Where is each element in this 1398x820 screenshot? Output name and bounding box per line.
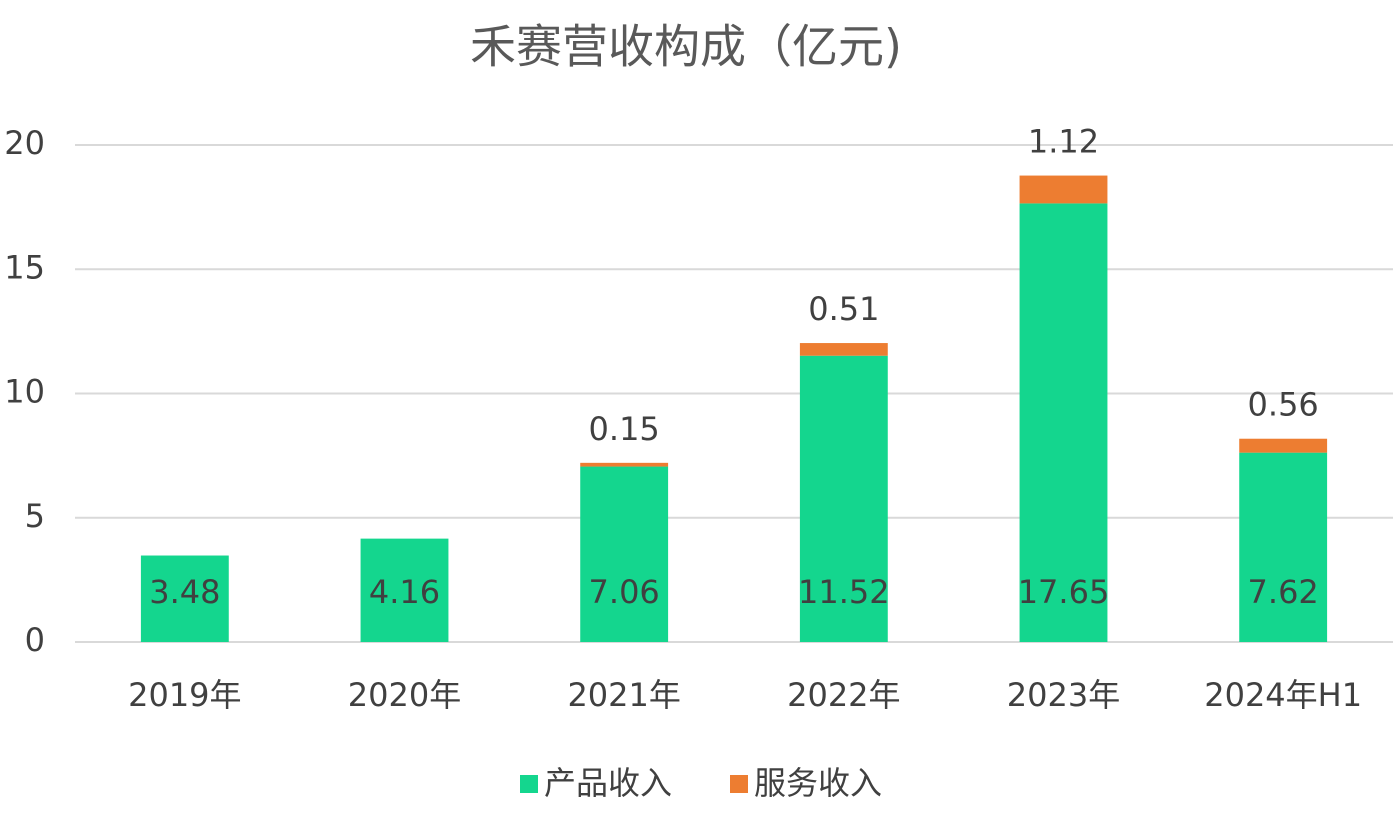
- bar-segment: [1239, 438, 1328, 453]
- legend-label: 服务收入: [754, 764, 882, 802]
- bar-segment: [1019, 175, 1108, 204]
- legend-label: 产品收入: [544, 764, 672, 802]
- data-label: 0.56: [1248, 386, 1319, 424]
- y-tick-label: 0: [25, 621, 45, 659]
- x-tick-label: 2020年: [348, 676, 461, 714]
- bar-segment: [799, 343, 888, 356]
- x-tick-label: 2021年: [567, 676, 680, 714]
- data-label: 1.12: [1028, 123, 1099, 161]
- data-label: 4.16: [369, 573, 440, 611]
- x-tick-label: 2024年H1: [1204, 676, 1362, 714]
- data-label: 7.06: [589, 573, 660, 611]
- bar-segment: [580, 466, 669, 642]
- x-tick-label: 2023年: [1007, 676, 1120, 714]
- x-tick-label: 2022年: [787, 676, 900, 714]
- legend-swatch: [730, 775, 748, 793]
- y-tick-label: 10: [4, 373, 45, 411]
- bar-segment: [1239, 452, 1328, 642]
- data-label: 3.48: [149, 573, 220, 611]
- y-tick-label: 15: [4, 248, 45, 286]
- data-label: 7.62: [1248, 573, 1319, 611]
- data-label: 0.15: [589, 410, 660, 448]
- x-tick-label: 2019年: [128, 676, 241, 714]
- bar-segment: [1019, 203, 1108, 642]
- bar-segment: [360, 538, 449, 642]
- bar-segment: [580, 462, 669, 467]
- data-label: 11.52: [798, 573, 890, 611]
- bar-segment: [799, 355, 888, 642]
- data-label: 0.51: [808, 290, 879, 328]
- chart-title: 禾赛营收构成（亿元): [470, 20, 902, 74]
- y-tick-label: 5: [25, 497, 45, 535]
- data-label: 17.65: [1018, 573, 1110, 611]
- legend-swatch: [520, 775, 538, 793]
- y-tick-label: 20: [4, 124, 45, 162]
- bar-segment: [140, 555, 229, 642]
